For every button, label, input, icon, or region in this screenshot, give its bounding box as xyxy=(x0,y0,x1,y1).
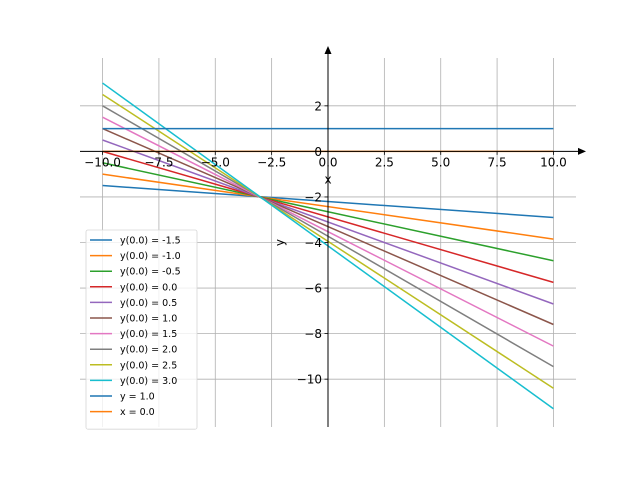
legend-box xyxy=(85,229,198,430)
x-tick-label-0: −10.0 xyxy=(84,155,121,169)
x-axis-arrow xyxy=(578,147,586,155)
y-tick-label-2: −6 xyxy=(304,282,322,296)
x-tick-label-5: 2.5 xyxy=(375,155,394,169)
legend-label-10: y = 1.0 xyxy=(120,392,155,403)
y-tick-label-4: −2 xyxy=(304,190,322,204)
legend-label-6: y(0.0) = 1.5 xyxy=(120,329,177,340)
axes xyxy=(80,46,586,427)
ticks: −10.0 −7.5 −5.0 −2.5 0.0 2.5 5.0 7.5 10.0 −10 −8 −6… xyxy=(84,99,567,386)
y-tick-label-0: −10 xyxy=(297,373,322,387)
legend-label-0: y(0.0) = -1.5 xyxy=(120,236,181,247)
legend-label-11: x = 0.0 xyxy=(120,407,155,418)
legend-label-1: y(0.0) = -1.0 xyxy=(120,251,181,262)
y-tick-label-3: −4 xyxy=(304,236,322,250)
x-tick-label-1: −7.5 xyxy=(144,155,173,169)
x-axis-label: x xyxy=(324,172,331,186)
legend-label-9: y(0.0) = 3.0 xyxy=(120,376,177,387)
legend: y(0.0) = -1.5 y(0.0) = -1.0 y(0.0) = -0.5 y… xyxy=(85,229,198,430)
x-tick-label-4: 0.0 xyxy=(318,155,337,169)
legend-label-2: y(0.0) = -0.5 xyxy=(120,267,181,278)
legend-label-7: y(0.0) = 2.0 xyxy=(120,345,177,356)
y-axis-arrow xyxy=(324,46,332,54)
y-axis-label: y xyxy=(273,239,287,246)
legend-label-3: y(0.0) = 0.0 xyxy=(120,282,177,293)
y-tick-label-1: −8 xyxy=(304,327,322,341)
x-tick-label-6: 5.0 xyxy=(431,155,450,169)
x-tick-label-3: −2.5 xyxy=(257,155,286,169)
y-tick-label-5: 0 xyxy=(314,145,322,159)
x-tick-label-7: 7.5 xyxy=(488,155,507,169)
legend-label-4: y(0.0) = 0.5 xyxy=(120,298,177,309)
legend-label-8: y(0.0) = 2.5 xyxy=(120,360,177,371)
y-tick-label-6: 2 xyxy=(314,99,322,113)
x-tick-label-2: −5.0 xyxy=(201,155,230,169)
legend-label-5: y(0.0) = 1.0 xyxy=(120,314,177,325)
x-tick-label-8: 10.0 xyxy=(540,155,567,169)
